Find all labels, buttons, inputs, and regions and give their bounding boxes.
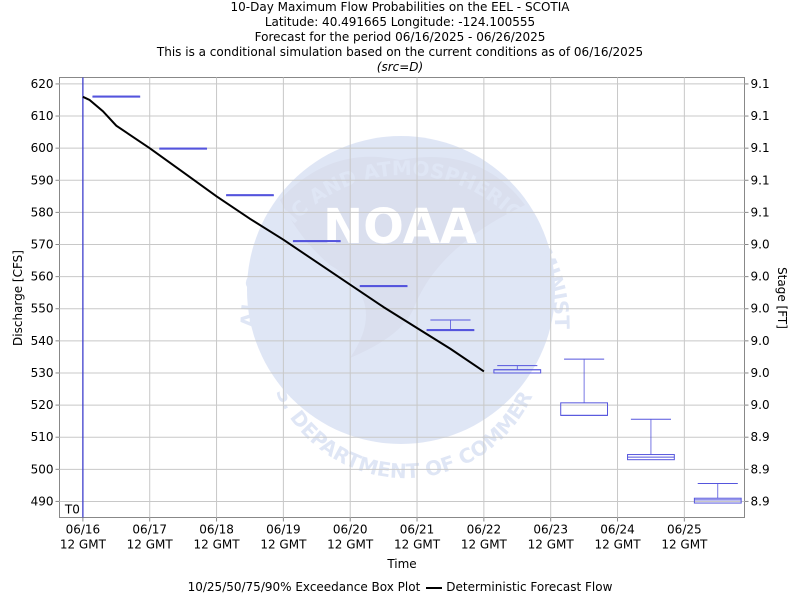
legend-line-label: Deterministic Forecast Flow (446, 580, 613, 594)
y-tick-label-right: 9.1 (751, 141, 770, 155)
x-axis-title: Time (386, 557, 416, 571)
x-tick-label-date: 06/21 (400, 523, 435, 537)
x-tick-label-date: 06/24 (600, 523, 635, 537)
y-tick-label-right: 9.0 (751, 238, 770, 252)
t0-label: T0 (64, 503, 80, 517)
y-tick-label-right: 9.0 (751, 366, 770, 380)
y-tick-label-left: 540 (31, 334, 54, 348)
y-axis-title-right: Stage [FT] (775, 267, 789, 329)
chart-title-block: 10-Day Maximum Flow Probabilities on the… (0, 0, 800, 75)
x-tick-label-time: 12 GMT (394, 538, 441, 552)
y-tick-label-left: 530 (31, 366, 54, 380)
chart-title-line-1: 10-Day Maximum Flow Probabilities on the… (230, 0, 570, 14)
y-tick-label-left: 580 (31, 205, 54, 219)
chart-legend: 10/25/50/75/90% Exceedance Box Plot Deter… (0, 580, 800, 594)
y-tick-label-left: 610 (31, 109, 54, 123)
chart-source-note: (src=D) (376, 60, 424, 74)
y-tick-label-left: 570 (31, 238, 54, 252)
y-tick-label-left: 590 (31, 173, 54, 187)
deterministic-flow-line (82, 95, 485, 373)
chart-title-line-3: Forecast for the period 06/16/2025 - 06/… (254, 30, 546, 44)
x-tick-label-time: 12 GMT (661, 538, 708, 552)
y-tick-label-right: 9.0 (751, 270, 770, 284)
y-axis-title-left: Discharge [CFS] (11, 250, 25, 346)
watermark-bird (280, 156, 525, 358)
legend-line-swatch (426, 586, 443, 589)
y-tick-label-left: 550 (31, 302, 54, 316)
chart-title-line-4: This is a conditional simulation based o… (156, 45, 644, 59)
y-tick-label-left: 600 (31, 141, 54, 155)
x-tick-label-time: 12 GMT (528, 538, 575, 552)
y-tick-label-right: 8.9 (751, 494, 770, 508)
x-tick-label-date: 06/22 (467, 523, 502, 537)
y-tick-label-left: 560 (31, 270, 54, 284)
x-tick-label-date: 06/17 (132, 523, 167, 537)
watermark-center-text: NOAA (323, 199, 477, 255)
x-tick-label-time: 12 GMT (594, 538, 641, 552)
y-tick-label-right: 9.1 (751, 173, 770, 187)
x-tick-label-date: 06/18 (199, 523, 234, 537)
plot-area-frame (59, 77, 745, 518)
y-tick-label-right: 9.0 (751, 398, 770, 412)
x-tick-label-date: 06/25 (667, 523, 702, 537)
y-tick-label-right: 9.1 (751, 77, 770, 91)
x-tick-label-time: 12 GMT (461, 538, 508, 552)
x-tick-label-time: 12 GMT (194, 538, 241, 552)
x-tick-label-time: 12 GMT (327, 538, 374, 552)
y-tick-label-right: 9.0 (751, 334, 770, 348)
x-tick-label-date: 06/16 (66, 523, 101, 537)
y-tick-label-right: 8.9 (751, 430, 770, 444)
x-tick-label-time: 12 GMT (127, 538, 174, 552)
x-tick-label-time: 12 GMT (60, 538, 107, 552)
x-tick-label-date: 06/20 (333, 523, 368, 537)
chart-title-line-2: Latitude: 40.491665 Longitude: -124.1005… (264, 15, 536, 29)
x-tick-label-date: 06/23 (533, 523, 568, 537)
legend-box-label: 10/25/50/75/90% Exceedance Box Plot (187, 580, 421, 594)
y-tick-label-right: 9.0 (751, 302, 770, 316)
x-tick-label-time: 12 GMT (260, 538, 307, 552)
y-tick-label-left: 620 (31, 77, 54, 91)
box-iqr (693, 497, 742, 504)
x-tick-label-date: 06/19 (266, 523, 301, 537)
y-tick-label-right: 8.9 (751, 462, 770, 476)
y-tick-label-right: 9.1 (751, 109, 770, 123)
y-tick-label-left: 510 (31, 430, 54, 444)
y-tick-label-left: 490 (31, 494, 54, 508)
y-tick-label-left: 500 (31, 462, 54, 476)
y-tick-label-left: 520 (31, 398, 54, 412)
y-tick-label-right: 9.1 (751, 205, 770, 219)
